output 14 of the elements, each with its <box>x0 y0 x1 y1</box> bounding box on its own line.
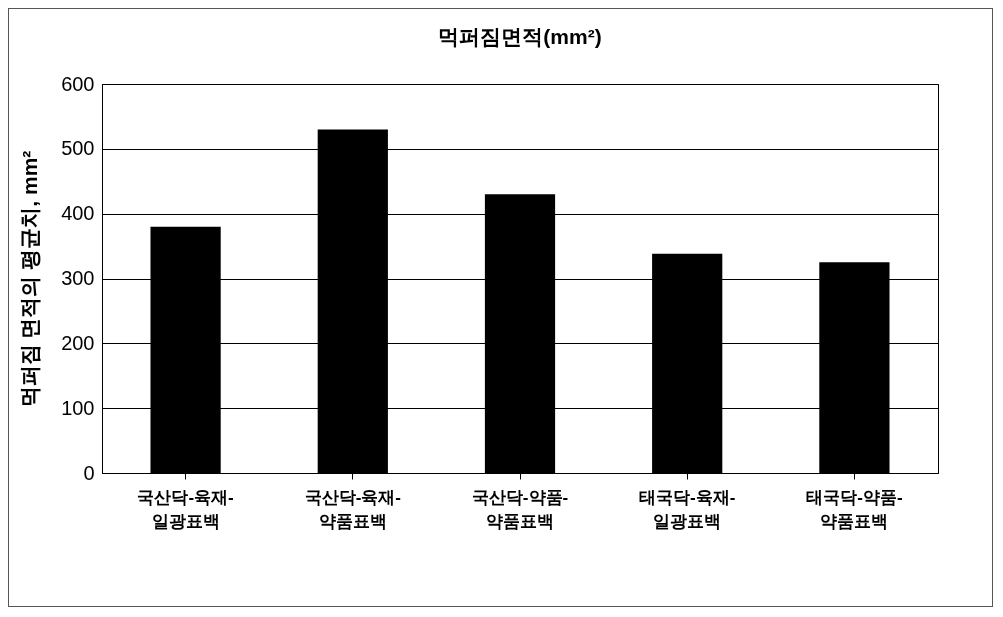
y-tick-label: 500 <box>61 137 95 160</box>
y-tick-label: 300 <box>61 267 95 289</box>
y-tick-label: 200 <box>61 331 95 354</box>
y-tick-label: 100 <box>61 396 95 419</box>
chart-title: 먹퍼짐면적(mm²) <box>438 25 602 48</box>
x-tick-label: 태국닥-육재-일광표백 <box>639 487 736 531</box>
y-tick-label: 0 <box>83 461 95 484</box>
y-axis-title: 먹퍼짐 면적의 평균치, mm² <box>18 150 42 408</box>
x-tick-label: 국산닥-약품-약품표백 <box>471 487 569 531</box>
y-tick-label: 600 <box>61 72 95 95</box>
y-tick-label: 400 <box>61 202 95 225</box>
x-tick-label: 태국닥-약품-약품표백 <box>806 487 903 531</box>
x-tick-label: 국산닥-육재-일광표백 <box>137 487 234 531</box>
x-tick-label: 국산닥-육재-약품표백 <box>304 487 401 531</box>
